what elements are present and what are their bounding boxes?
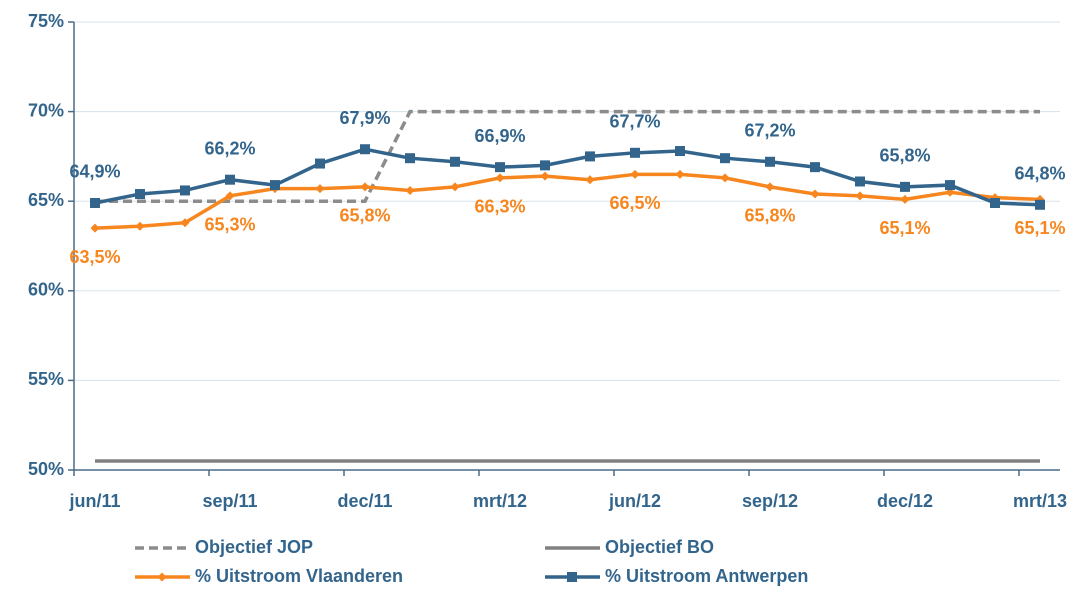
marker	[180, 185, 190, 196]
data-label: 64,9%	[69, 162, 120, 182]
marker	[135, 221, 145, 231]
marker	[495, 162, 505, 173]
x-tick-label: sep/12	[742, 491, 798, 511]
marker	[765, 156, 775, 167]
marker	[855, 176, 865, 187]
y-tick-label: 65%	[28, 190, 64, 210]
y-tick-label: 70%	[28, 100, 64, 120]
y-tick-label: 75%	[28, 11, 64, 31]
marker	[810, 189, 820, 199]
x-tick-label: dec/12	[877, 491, 933, 511]
legend-marker	[567, 572, 577, 582]
data-label: 65,8%	[879, 146, 930, 166]
marker	[585, 175, 595, 185]
data-label: 67,7%	[609, 112, 660, 132]
x-tick-label: sep/11	[202, 491, 257, 511]
marker	[315, 184, 325, 194]
y-tick-label: 50%	[28, 459, 64, 479]
marker	[135, 189, 145, 200]
legend-label: Objectief BO	[605, 537, 714, 557]
marker	[630, 169, 640, 179]
data-label: 66,2%	[204, 138, 255, 158]
y-tick-label: 55%	[28, 369, 64, 389]
y-tick-label: 60%	[28, 280, 64, 300]
marker	[720, 173, 730, 183]
data-label: 64,8%	[1014, 164, 1065, 184]
marker	[360, 144, 370, 155]
data-label: 65,1%	[1014, 218, 1065, 238]
series-line	[95, 109, 1040, 203]
marker	[315, 158, 325, 169]
x-tick-label: jun/12	[608, 491, 661, 511]
data-label: 65,8%	[339, 206, 390, 226]
marker	[900, 194, 910, 204]
data-label: 67,9%	[339, 108, 390, 128]
marker	[990, 197, 1000, 208]
marker	[180, 218, 190, 228]
data-label: 66,9%	[474, 126, 525, 146]
legend-label: % Uitstroom Vlaanderen	[195, 566, 403, 586]
series-line	[94, 172, 1041, 230]
marker	[765, 182, 775, 192]
marker	[945, 180, 955, 191]
marker	[90, 223, 100, 233]
x-tick-label: mrt/13	[1013, 491, 1067, 511]
data-label: 65,8%	[744, 206, 795, 226]
data-label: 65,3%	[204, 215, 255, 235]
x-tick-label: mrt/12	[473, 491, 527, 511]
x-tick-label: dec/11	[337, 491, 392, 511]
data-label: 66,5%	[609, 193, 660, 213]
marker	[630, 147, 640, 158]
data-label: 66,3%	[474, 197, 525, 217]
marker	[405, 153, 415, 164]
marker	[495, 173, 505, 183]
marker	[90, 197, 100, 208]
marker	[1035, 199, 1045, 210]
series-line	[94, 147, 1041, 207]
marker	[675, 146, 685, 157]
marker	[450, 182, 460, 192]
marker	[720, 153, 730, 164]
data-label: 65,1%	[879, 218, 930, 238]
marker	[900, 181, 910, 192]
data-label: 67,2%	[744, 121, 795, 141]
x-tick-label: jun/11	[68, 491, 120, 511]
marker	[675, 169, 685, 179]
marker	[810, 162, 820, 173]
legend-marker	[157, 572, 167, 582]
legend-label: % Uitstroom Antwerpen	[605, 566, 808, 586]
marker	[225, 174, 235, 185]
marker	[540, 171, 550, 181]
marker	[225, 191, 235, 201]
marker	[855, 191, 865, 201]
legend-label: Objectief JOP	[195, 537, 313, 557]
marker	[405, 185, 415, 195]
marker	[585, 151, 595, 162]
data-label: 63,5%	[69, 247, 120, 267]
marker	[450, 156, 460, 167]
marker	[360, 182, 370, 192]
marker	[540, 160, 550, 171]
marker	[270, 180, 280, 191]
